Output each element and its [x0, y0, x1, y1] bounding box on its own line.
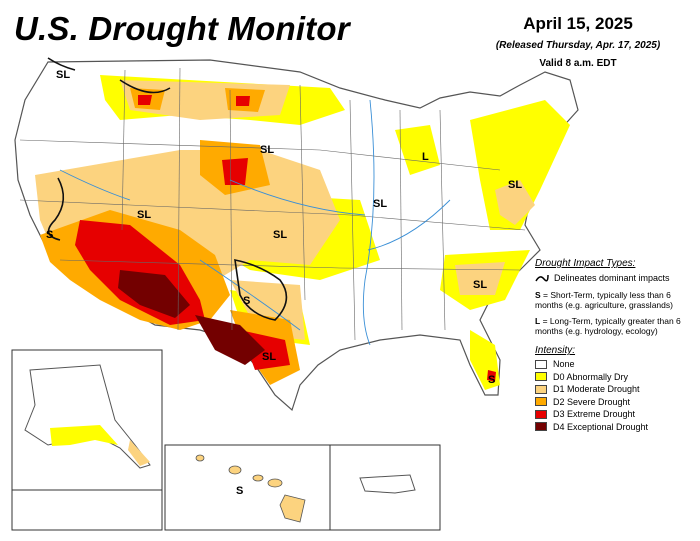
intensity-swatch [535, 422, 547, 432]
d4-texas [195, 315, 265, 365]
map-label: S [46, 229, 53, 241]
puerto-rico-outline [359, 474, 416, 494]
alaska-aleutian-inset [11, 489, 163, 531]
long-term-note: L = Long-Term, typically greater than 6 … [535, 316, 695, 337]
release-date: (Released Thursday, Apr. 17, 2025) [495, 40, 661, 51]
intensity-swatch [535, 372, 547, 382]
d1-mid-atlantic [495, 180, 535, 225]
map-label: SL [56, 69, 70, 81]
impact-labels: SL SL SL SL S SL S SL L SL SL S S [46, 69, 522, 497]
d4-new-mexico [118, 270, 190, 318]
map-date: April 15, 2025 [523, 14, 633, 33]
map-label: S [488, 374, 495, 386]
boundary-line-icon [535, 275, 549, 282]
intensity-legend-heading: Intensity: [535, 345, 576, 356]
intensity-legend-row: None [535, 358, 648, 371]
d3-wyoming [222, 158, 248, 185]
state-boundaries [19, 67, 526, 341]
short-term-key: S [535, 289, 541, 300]
long-term-key: L [535, 315, 541, 326]
rivers [59, 99, 451, 346]
intensity-legend: Intensity: None D0 Abnormally Dry D1 Mod… [535, 345, 648, 433]
map-title: U.S. Drought Monitor [14, 10, 350, 47]
boundary-legend-row: Delineates dominant impacts [535, 272, 695, 285]
intensity-label: None [553, 359, 575, 370]
d3-florida [487, 370, 496, 382]
intensity-label: D1 Moderate Drought [553, 384, 640, 395]
map-label: SL [262, 351, 276, 363]
d4-areas [118, 270, 265, 365]
map-label: SL [373, 198, 387, 210]
short-term-text: = Short-Term, typically less than 6 mont… [535, 289, 673, 311]
map-label: L [422, 151, 429, 163]
intensity-legend-row: D3 Extreme Drought [535, 408, 648, 421]
intensity-swatch [535, 359, 547, 369]
impact-boundaries [47, 57, 288, 321]
d1-carolina [455, 262, 505, 295]
intensity-swatch [535, 384, 547, 394]
d0-florida [470, 330, 500, 390]
intensity-legend-row: D2 Severe Drought [535, 396, 648, 409]
intensity-legend-row: D0 Abnormally Dry [535, 371, 648, 384]
d3-montana-east [236, 96, 250, 106]
intensity-label: D3 Extreme Drought [553, 409, 636, 420]
alaska-d1 [128, 440, 150, 466]
map-label: S [236, 485, 243, 497]
map-label: SL [137, 209, 151, 221]
intensity-legend-row: D4 Exceptional Drought [535, 421, 648, 434]
impact-legend-heading: Drought Impact Types: [535, 258, 636, 269]
intensity-label: D0 Abnormally Dry [553, 371, 629, 382]
intensity-label: D4 Exceptional Drought [553, 421, 649, 432]
alaska-d0 [50, 425, 118, 446]
d0-northeast [470, 100, 570, 230]
intensity-legend-row: D1 Moderate Drought [535, 383, 648, 396]
intensity-swatch [535, 409, 547, 419]
long-term-text: = Long-Term, typically greater than 6 mo… [535, 315, 681, 337]
d3-montana [138, 95, 152, 105]
map-label: SL [273, 229, 287, 241]
map-label: SL [473, 279, 487, 291]
hawaii-islands [195, 454, 306, 523]
map-label: SL [260, 144, 274, 156]
short-term-note: S = Short-Term, typically less than 6 mo… [535, 290, 695, 311]
valid-time: Valid 8 a.m. EDT [539, 58, 617, 69]
d0-michigan [395, 125, 440, 175]
hawaii-inset [164, 444, 331, 531]
intensity-swatch [535, 397, 547, 407]
impact-legend: Drought Impact Types: Delineates dominan… [535, 258, 695, 337]
map-label: S [243, 295, 250, 307]
intensity-label: D2 Severe Drought [553, 396, 631, 407]
boundary-legend-label: Delineates dominant impacts [554, 273, 670, 284]
map-label: SL [508, 179, 522, 191]
